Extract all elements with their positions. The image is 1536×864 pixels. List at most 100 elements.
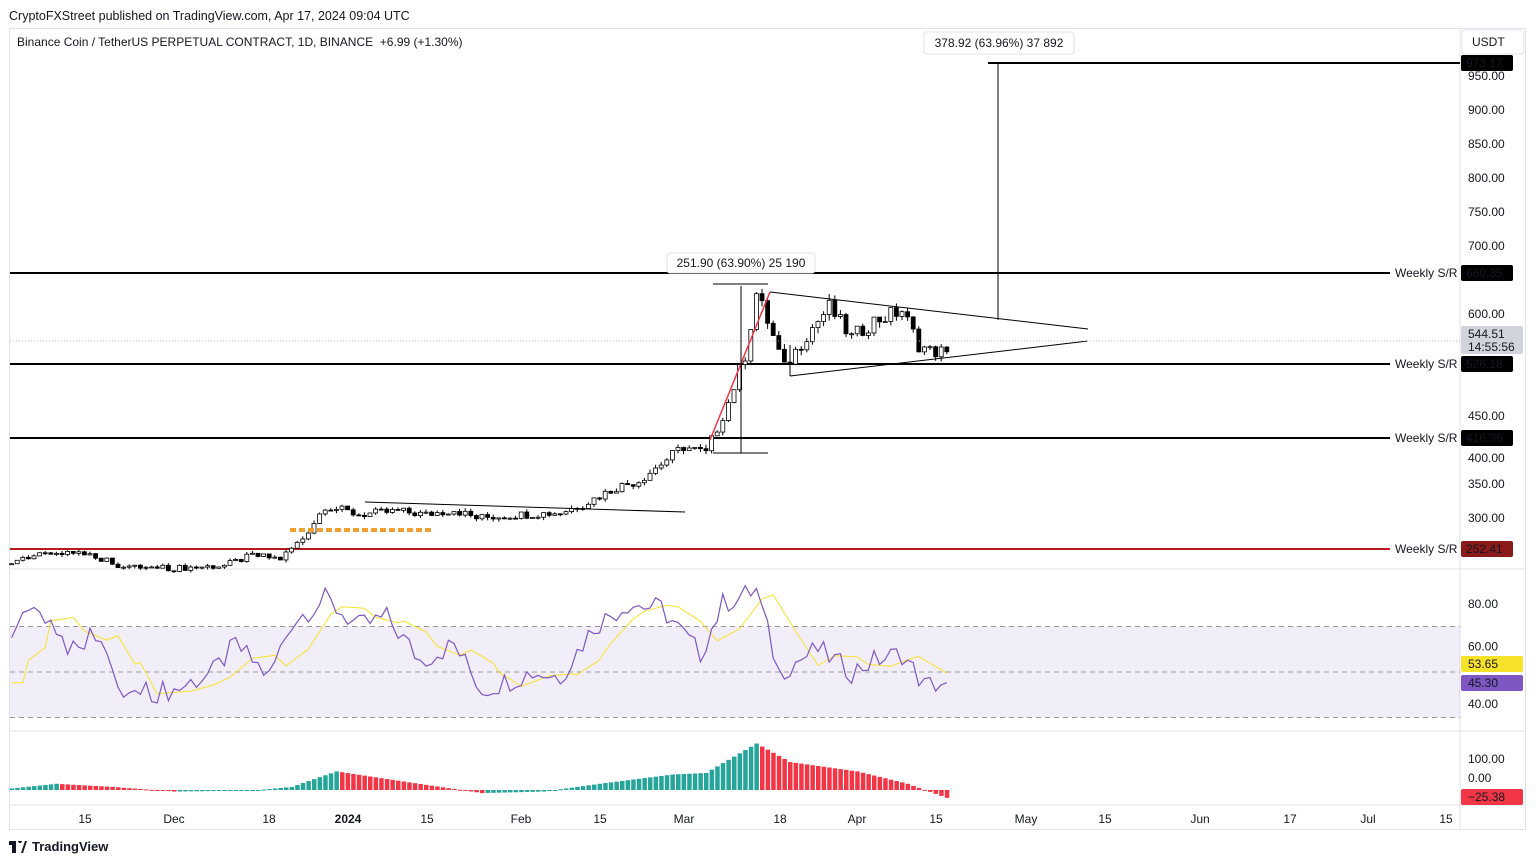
hist-bar bbox=[636, 778, 642, 790]
candle-body bbox=[401, 507, 407, 511]
candle-body bbox=[233, 559, 239, 561]
hist-bar bbox=[60, 784, 65, 790]
hist-bar bbox=[743, 750, 748, 790]
candle-body bbox=[619, 483, 625, 493]
hist-bar bbox=[866, 774, 871, 790]
candle-body bbox=[121, 566, 126, 569]
price-tick: 950.00 bbox=[1468, 69, 1505, 83]
candle-body bbox=[698, 447, 703, 450]
hist-bar bbox=[88, 785, 93, 790]
candle-body bbox=[866, 332, 871, 336]
candle-body bbox=[944, 346, 950, 353]
hist-bar bbox=[670, 774, 675, 790]
candle-body bbox=[647, 472, 653, 481]
hist-bar bbox=[340, 772, 345, 790]
hist-bar bbox=[82, 785, 87, 790]
rsi-ma-value: 53.65 bbox=[1468, 657, 1498, 671]
triangle-lower-line bbox=[789, 340, 1089, 377]
time-tick: 18 bbox=[773, 812, 787, 826]
hist-bar bbox=[575, 786, 580, 790]
hist-bar bbox=[76, 785, 82, 790]
candle-body bbox=[642, 479, 647, 484]
hist-bar bbox=[272, 788, 278, 790]
candle-body bbox=[754, 293, 759, 330]
hist-bar bbox=[15, 787, 20, 790]
candle-body bbox=[137, 564, 143, 569]
candle-body bbox=[37, 552, 42, 557]
candle-body bbox=[485, 514, 491, 518]
hist-bar bbox=[849, 770, 855, 790]
currency-button[interactable] bbox=[1461, 29, 1525, 55]
hist-bar bbox=[20, 787, 26, 790]
candle-body bbox=[249, 552, 255, 555]
hist-bar bbox=[502, 790, 507, 793]
candle-body bbox=[501, 517, 507, 520]
hist-bar bbox=[205, 790, 211, 792]
hist-bar bbox=[104, 786, 110, 790]
weekly-sr-label: Weekly S/R bbox=[1395, 357, 1458, 371]
candle-body bbox=[552, 513, 558, 516]
candle-body bbox=[429, 511, 435, 516]
candle-body bbox=[910, 316, 916, 330]
hist-badge bbox=[1461, 789, 1523, 805]
candle-body bbox=[720, 420, 726, 433]
hist-bar bbox=[323, 775, 328, 790]
hist-bar bbox=[379, 778, 384, 790]
hist-bar bbox=[244, 790, 250, 791]
candle-body bbox=[843, 314, 849, 335]
candle-body bbox=[686, 447, 692, 451]
hist-bar bbox=[827, 767, 832, 790]
time-tick: Feb bbox=[511, 812, 532, 826]
hist-bar bbox=[43, 784, 48, 790]
hist-bar bbox=[250, 790, 255, 791]
candle-body bbox=[216, 566, 222, 569]
hist-bar bbox=[765, 749, 771, 790]
hist-bar bbox=[93, 785, 99, 790]
candle-body bbox=[759, 293, 765, 302]
hist-bar bbox=[160, 790, 166, 791]
candle-body bbox=[255, 552, 261, 557]
hist-bar bbox=[468, 790, 474, 792]
hist-bar bbox=[239, 790, 244, 791]
symbol-legend: Binance Coin / TetherUS PERPETUAL CONTRA… bbox=[17, 35, 463, 49]
hist-bar bbox=[760, 746, 765, 790]
price-badge bbox=[1461, 265, 1513, 281]
hist-bar bbox=[732, 756, 737, 790]
price-tick: 350.00 bbox=[1468, 477, 1505, 491]
candle-body bbox=[98, 557, 104, 562]
candle-body bbox=[205, 565, 211, 568]
candle-body bbox=[361, 514, 367, 518]
hist-bar bbox=[356, 774, 362, 790]
candle-body bbox=[272, 556, 278, 559]
candle-body bbox=[776, 335, 782, 350]
candle-body bbox=[171, 570, 177, 573]
currency-label: USDT bbox=[1472, 35, 1505, 49]
price-tick: 600.00 bbox=[1468, 307, 1505, 321]
candle-body bbox=[283, 551, 289, 561]
hist-bar bbox=[284, 787, 289, 790]
hist-bar bbox=[508, 790, 513, 793]
candle-body bbox=[473, 515, 479, 520]
hist-bar bbox=[289, 786, 295, 790]
candle-body bbox=[59, 552, 65, 555]
hist-bar bbox=[54, 783, 59, 790]
time-tick: 15 bbox=[929, 812, 943, 826]
hist-bar bbox=[541, 790, 547, 792]
hist-bar bbox=[295, 784, 300, 790]
hist-bar bbox=[267, 789, 272, 791]
hist-bar bbox=[625, 780, 631, 790]
candle-body bbox=[339, 505, 345, 510]
hist-bar bbox=[48, 784, 54, 790]
pennant-line bbox=[364, 501, 686, 513]
candle-body bbox=[110, 557, 115, 565]
candle-body bbox=[742, 360, 748, 365]
hist-bar bbox=[71, 784, 76, 790]
candle-body bbox=[221, 564, 227, 568]
candle-body bbox=[535, 516, 541, 519]
hist-bar bbox=[233, 790, 239, 791]
candle-body bbox=[9, 563, 15, 566]
rsi-ma-line bbox=[11, 594, 948, 695]
hist-bar bbox=[597, 783, 603, 790]
tradingview-logo[interactable]: TradingView bbox=[9, 839, 108, 854]
